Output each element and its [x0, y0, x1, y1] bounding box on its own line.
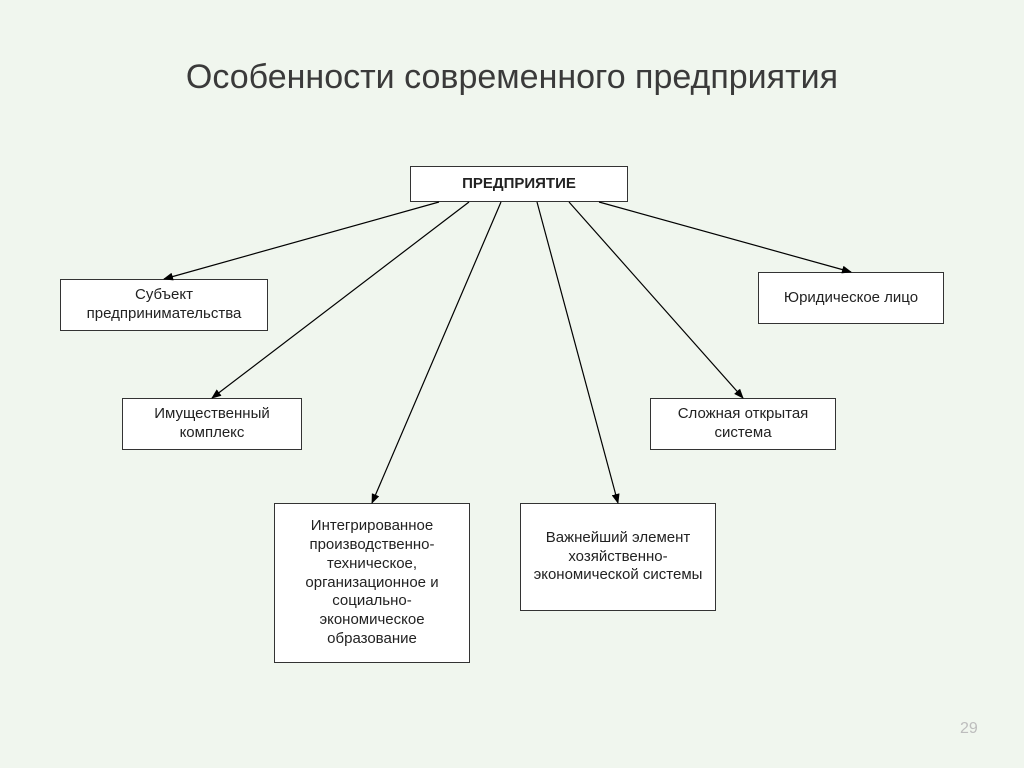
slide-title: Особенности современного предприятия [0, 58, 1024, 97]
page-number: 29 [960, 720, 978, 738]
node-root: ПРЕДПРИЯТИЕ [410, 166, 628, 202]
node-subject: Субъект предпринимательства [60, 279, 268, 331]
node-open-system: Сложная открытая система [650, 398, 836, 450]
node-economic-element: Важнейший элемент хозяйственно-экономиче… [520, 503, 716, 611]
node-integrated-formation: Интегрированное производственно-техничес… [274, 503, 470, 663]
node-legal-entity: Юридическое лицо [758, 272, 944, 324]
node-property-complex: Имущественный комплекс [122, 398, 302, 450]
edges-layer [0, 0, 1024, 768]
